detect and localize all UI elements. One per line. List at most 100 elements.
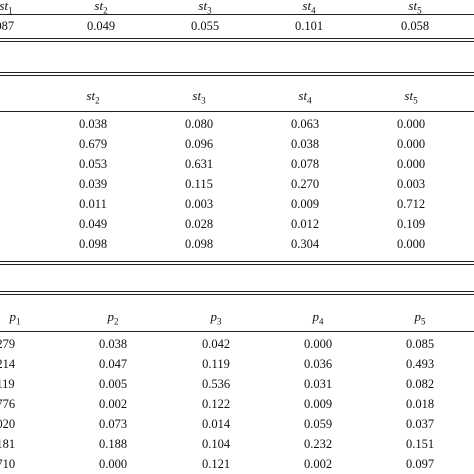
- table3-cell: 0.121: [201, 457, 231, 471]
- table2-cell: 0.038: [78, 117, 108, 131]
- table3-cell: 0.085: [405, 337, 435, 351]
- table1-header-st1: st1: [0, 0, 13, 16]
- table3-cell: 0.232: [303, 437, 333, 451]
- table2-cell: 0.098: [184, 237, 214, 251]
- table3-cell: 0.042: [201, 337, 231, 351]
- table1-header-st5: st5: [408, 0, 422, 16]
- table3-cell: 0.493: [405, 357, 435, 371]
- table1-cell: 0.101: [294, 19, 324, 33]
- table2-cell: 0.063: [290, 117, 320, 131]
- table2-cell: 0.012: [290, 217, 320, 231]
- table3-cell: 0.214: [0, 357, 16, 371]
- table3-cell: 0.119: [0, 377, 15, 391]
- table-row: 0.053 0.631 0.078 0.000: [0, 154, 474, 174]
- table2-cell: 0.003: [184, 197, 214, 211]
- table2-header-st2: st2: [86, 88, 100, 106]
- table2-cell: 0.109: [396, 217, 426, 231]
- table2-cell: 0.080: [184, 117, 214, 131]
- table3-cell: 0.020: [0, 417, 16, 431]
- table-row: 0.039 0.115 0.270 0.003: [0, 174, 474, 194]
- table-row: 0.049 0.028 0.012 0.109: [0, 214, 474, 234]
- table-row: 0.214 0.047 0.119 0.036 0.493: [0, 354, 474, 374]
- table3-top-rule: [0, 291, 474, 293]
- table2-cell: 0.631: [184, 157, 214, 171]
- table3-cell: 0.122: [201, 397, 231, 411]
- table1-header-row: st1 st2 st3 st4 st5: [0, 0, 474, 16]
- table3-header-p2: p2: [107, 309, 119, 327]
- table-row: 0.119 0.005 0.536 0.031 0.082: [0, 374, 474, 394]
- table2-header-st3: st3: [192, 88, 206, 106]
- table1-header-rule: [0, 14, 474, 16]
- table3-header-rule: [0, 331, 474, 333]
- table3-cell: 0.000: [98, 457, 128, 471]
- table2-cell: 0.096: [184, 137, 214, 151]
- table3-cell: 0.776: [0, 397, 16, 411]
- table3-cell: 0.188: [98, 437, 128, 451]
- table2-cell: 0.000: [396, 157, 426, 171]
- table1-cell: 0.049: [86, 19, 116, 33]
- table-row: 0.279 0.038 0.042 0.000 0.085: [0, 334, 474, 354]
- table2-top-rule: [0, 72, 474, 74]
- table2-header-row: st2 st3 st4 st5: [0, 86, 474, 106]
- table2-top-rule-2: [0, 75, 474, 77]
- table2-cell: 0.003: [396, 177, 426, 191]
- table3-header-p5: p5: [414, 309, 426, 327]
- table1-cell: 0.055: [190, 19, 220, 33]
- table3-cell: 0.181: [0, 437, 16, 451]
- table2-cell: 0.115: [185, 177, 213, 191]
- table3-cell: 0.018: [405, 397, 435, 411]
- table1-bottom-rule-2: [0, 41, 474, 43]
- table3-cell: 0.031: [303, 377, 333, 391]
- table3-header-p3: p3: [210, 309, 222, 327]
- table3-cell: 0.005: [98, 377, 128, 391]
- table1-header-st4: st4: [302, 0, 316, 16]
- table2-cell: 0.712: [396, 197, 426, 211]
- table2-cell: 0.000: [396, 117, 426, 131]
- table3-cell: 0.037: [405, 417, 435, 431]
- table3-top-rule-2: [0, 294, 474, 296]
- table3-cell: 0.082: [405, 377, 435, 391]
- table2-cell: 0.053: [78, 157, 108, 171]
- table3-cell: 0.536: [201, 377, 231, 391]
- table2-cell: 0.000: [396, 137, 426, 151]
- table2-cell: 0.049: [78, 217, 108, 231]
- table3-cell: 0.036: [303, 357, 333, 371]
- table2-cell: 0.679: [78, 137, 108, 151]
- table2-cell: 0.009: [290, 197, 320, 211]
- table3-cell: 0.000: [303, 337, 333, 351]
- table2-cell: 0.000: [396, 237, 426, 251]
- table3-cell: 0.151: [405, 437, 435, 451]
- table-row: 0.710 0.000 0.121 0.002 0.097: [0, 454, 474, 474]
- table2-cell: 0.098: [78, 237, 108, 251]
- table3-header-row: p1 p2 p3 p4 p5: [0, 307, 474, 327]
- table1-cell: 0.087: [0, 19, 15, 33]
- table3-cell: 0.009: [303, 397, 333, 411]
- table2-cell: 0.011: [79, 197, 107, 211]
- table-row: 0.087 0.049 0.055 0.101 0.058: [0, 16, 474, 36]
- table3-cell: 0.119: [202, 357, 230, 371]
- table3-header-p1: p1: [9, 309, 21, 327]
- table2-header-st4: st4: [298, 88, 312, 106]
- table3-cell: 0.002: [303, 457, 333, 471]
- table3-cell: 0.002: [98, 397, 128, 411]
- table2-cell: 0.039: [78, 177, 108, 191]
- table2-header-st5: st5: [404, 88, 418, 106]
- table2-cell: 0.304: [290, 237, 320, 251]
- table2-bottom-rule: [0, 261, 474, 263]
- table-row: 0.776 0.002 0.122 0.009 0.018: [0, 394, 474, 414]
- table-row: 0.038 0.080 0.063 0.000: [0, 114, 474, 134]
- table2-header-rule: [0, 111, 474, 113]
- table1-bottom-rule: [0, 38, 474, 40]
- table3-cell: 0.073: [98, 417, 128, 431]
- table2-cell: 0.028: [184, 217, 214, 231]
- table-row: 0.020 0.073 0.014 0.059 0.037: [0, 414, 474, 434]
- table3-cell: 0.059: [303, 417, 333, 431]
- table3-cell: 0.097: [405, 457, 435, 471]
- table1-header-st3: st3: [198, 0, 212, 16]
- table3-cell: 0.279: [0, 337, 16, 351]
- table2-cell: 0.270: [290, 177, 320, 191]
- table2-cell: 0.038: [290, 137, 320, 151]
- table-row: 0.011 0.003 0.009 0.712: [0, 194, 474, 214]
- table3-cell: 0.047: [98, 357, 128, 371]
- table3-cell: 0.710: [0, 457, 16, 471]
